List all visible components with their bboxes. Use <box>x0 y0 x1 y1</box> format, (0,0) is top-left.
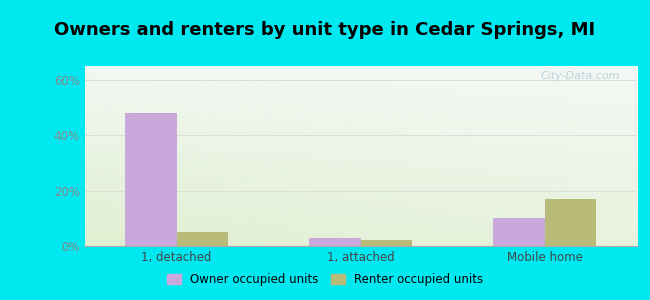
Text: City-Data.com: City-Data.com <box>541 71 620 81</box>
Bar <box>177 232 228 246</box>
Legend: Owner occupied units, Renter occupied units: Owner occupied units, Renter occupied un… <box>162 269 488 291</box>
Bar <box>309 238 361 246</box>
Bar <box>545 199 597 246</box>
Bar <box>125 113 177 246</box>
Text: Owners and renters by unit type in Cedar Springs, MI: Owners and renters by unit type in Cedar… <box>55 21 595 39</box>
Bar <box>361 241 412 246</box>
Bar <box>493 218 545 246</box>
